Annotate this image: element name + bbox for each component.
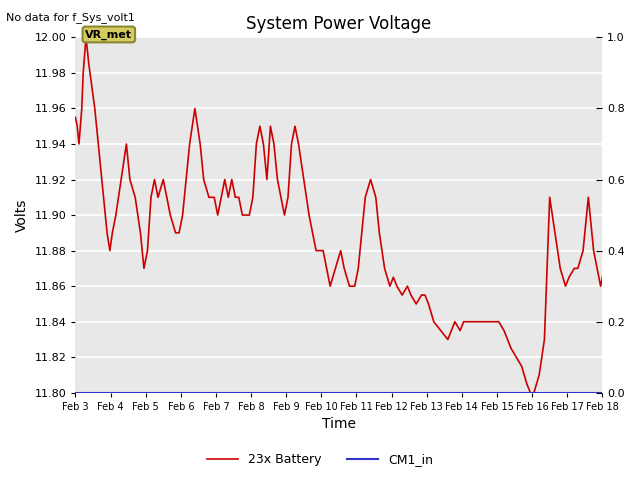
- 23x Battery: [541, 336, 548, 342]
- Text: No data for f_Sys_volt1: No data for f_Sys_volt1: [6, 12, 135, 23]
- 23x Battery: [398, 292, 406, 298]
- X-axis label: Time: Time: [322, 418, 356, 432]
- Y-axis label: Volts: Volts: [15, 198, 29, 232]
- Text: VR_met: VR_met: [85, 29, 132, 39]
- Line: 23x Battery: 23x Battery: [76, 37, 640, 393]
- Title: System Power Voltage: System Power Voltage: [246, 15, 431, 33]
- 23x Battery: [527, 390, 534, 396]
- 23x Battery: [74, 123, 81, 129]
- 23x Battery: [95, 141, 102, 147]
- Legend: 23x Battery, CM1_in: 23x Battery, CM1_in: [202, 448, 438, 471]
- 23x Battery: [82, 35, 90, 40]
- 23x Battery: [72, 114, 79, 120]
- 23x Battery: [562, 283, 570, 289]
